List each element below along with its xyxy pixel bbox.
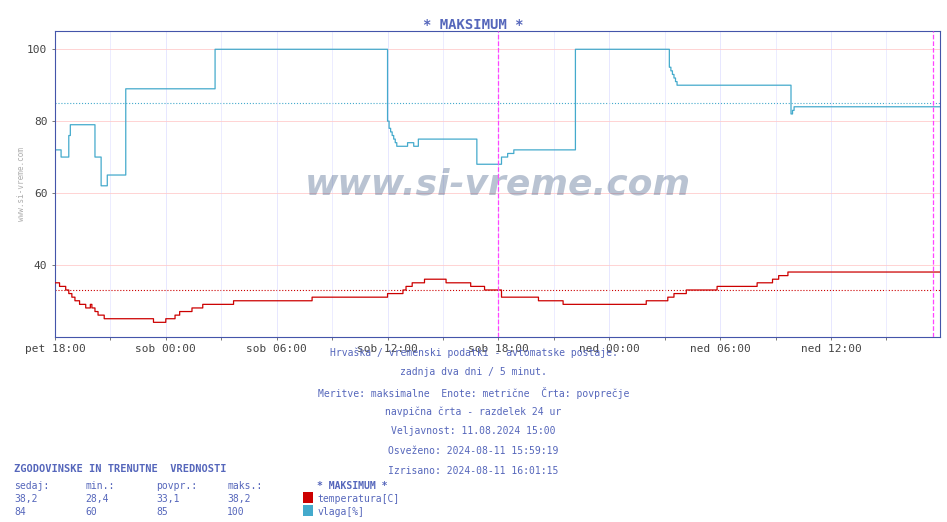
Text: * MAKSIMUM *: * MAKSIMUM * xyxy=(317,481,387,491)
Text: navpična črta - razdelek 24 ur: navpična črta - razdelek 24 ur xyxy=(385,407,562,417)
Text: Hrvaška / vremenski podatki - avtomatske postaje.: Hrvaška / vremenski podatki - avtomatske… xyxy=(330,347,617,358)
Text: ZGODOVINSKE IN TRENUTNE  VREDNOSTI: ZGODOVINSKE IN TRENUTNE VREDNOSTI xyxy=(14,465,226,474)
Text: www.si-vreme.com: www.si-vreme.com xyxy=(17,147,26,221)
Text: vlaga[%]: vlaga[%] xyxy=(317,507,365,517)
Text: povpr.:: povpr.: xyxy=(156,481,197,491)
Text: Meritve: maksimalne  Enote: metrične  Črta: povprečje: Meritve: maksimalne Enote: metrične Črta… xyxy=(318,387,629,399)
Text: Izrisano: 2024-08-11 16:01:15: Izrisano: 2024-08-11 16:01:15 xyxy=(388,466,559,476)
Text: 38,2: 38,2 xyxy=(14,494,38,504)
Text: sedaj:: sedaj: xyxy=(14,481,49,491)
Text: 33,1: 33,1 xyxy=(156,494,180,504)
Text: 28,4: 28,4 xyxy=(85,494,109,504)
Text: Osveženo: 2024-08-11 15:59:19: Osveženo: 2024-08-11 15:59:19 xyxy=(388,446,559,456)
Text: min.:: min.: xyxy=(85,481,115,491)
Text: www.si-vreme.com: www.si-vreme.com xyxy=(305,167,690,201)
Text: zadnja dva dni / 5 minut.: zadnja dva dni / 5 minut. xyxy=(400,367,547,377)
Text: maks.:: maks.: xyxy=(227,481,262,491)
Text: 38,2: 38,2 xyxy=(227,494,251,504)
Text: temperatura[C]: temperatura[C] xyxy=(317,494,400,504)
Text: 84: 84 xyxy=(14,507,26,517)
Text: * MAKSIMUM *: * MAKSIMUM * xyxy=(423,18,524,32)
Text: Veljavnost: 11.08.2024 15:00: Veljavnost: 11.08.2024 15:00 xyxy=(391,426,556,436)
Text: 60: 60 xyxy=(85,507,97,517)
Text: 85: 85 xyxy=(156,507,168,517)
Text: 100: 100 xyxy=(227,507,245,517)
